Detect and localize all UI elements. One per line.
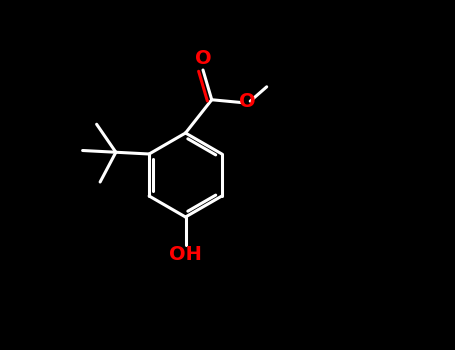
Text: O: O [239,92,256,111]
Text: O: O [195,49,211,68]
Text: OH: OH [169,245,202,264]
